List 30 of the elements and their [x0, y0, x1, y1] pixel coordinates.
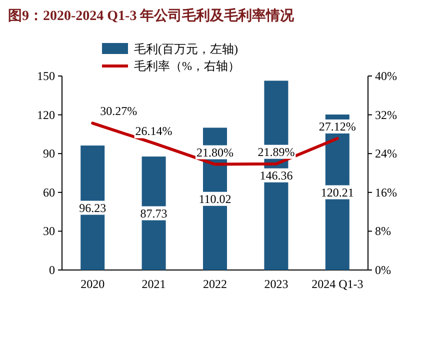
- data-label: 87.73: [140, 206, 168, 220]
- legend-label: 毛利(百万元，左轴): [134, 42, 238, 56]
- data-label: 146.36: [260, 168, 293, 182]
- legend-label: 毛利率（%，右轴）: [134, 59, 240, 73]
- data-label: 21.80%: [196, 145, 234, 160]
- x-tick-label: 2021: [142, 277, 166, 291]
- y-tick-label: 30: [43, 224, 55, 238]
- data-label: 26.14%: [135, 124, 172, 138]
- chart-title: 图9：2020-2024 Q1-3 年公司毛利及毛利率情况: [8, 7, 296, 24]
- y2-tick-label: 0%: [375, 263, 391, 277]
- y-tick-label: 90: [43, 146, 55, 161]
- y-tick-label: 60: [43, 185, 55, 200]
- y-tick-label: 0: [49, 263, 55, 277]
- x-tick-label: 2020: [80, 277, 105, 291]
- x-tick-label: 2023: [264, 277, 288, 291]
- y2-tick-label: 40%: [375, 69, 397, 83]
- y-tick-label: 150: [37, 69, 55, 83]
- data-label: 27.12%: [318, 119, 356, 134]
- y2-tick-label: 32%: [375, 108, 397, 122]
- y2-tick-label: 24%: [375, 146, 397, 161]
- data-label: 21.89%: [258, 144, 295, 159]
- y2-tick-label: 16%: [375, 185, 397, 200]
- data-label: 110.02: [198, 192, 232, 206]
- x-tick-label: 2022: [203, 277, 227, 291]
- data-label: 120.21: [320, 185, 354, 200]
- data-label: 96.23: [79, 200, 106, 215]
- y2-tick-label: 8%: [375, 224, 391, 238]
- data-label: 30.27%: [100, 104, 138, 118]
- x-tick-label: 2024 Q1-3: [312, 277, 364, 291]
- y-tick-label: 120: [37, 108, 55, 122]
